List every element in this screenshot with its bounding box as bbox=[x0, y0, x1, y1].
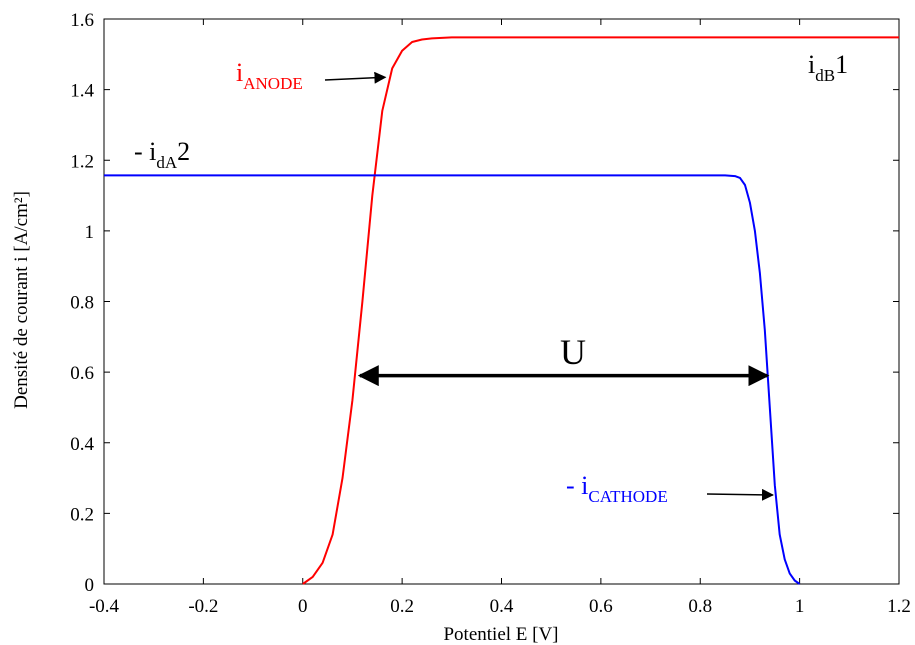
y-tick-label: 0.6 bbox=[70, 363, 94, 384]
y-tick-label: 0 bbox=[85, 575, 95, 596]
series-layer bbox=[104, 36, 899, 585]
x-tick-label: -0.2 bbox=[188, 596, 218, 617]
idb1-label: idB1 bbox=[808, 50, 848, 85]
x-tick-label: -0.4 bbox=[89, 596, 120, 617]
anode-curve bbox=[302, 36, 899, 585]
plot-frame bbox=[103, 18, 900, 585]
cathode-annotation: - iCATHODE bbox=[566, 471, 774, 506]
x-axis-title: Potentiel E [V] bbox=[443, 624, 558, 645]
x-tick-label: 0.8 bbox=[688, 596, 712, 617]
anode-annotation: iANODE bbox=[236, 58, 387, 93]
y-tick-label: 1.4 bbox=[70, 81, 94, 102]
cathode-label: - iCATHODE bbox=[566, 471, 668, 506]
y-ticks: 0 0.2 0.4 0.6 0.8 1 1.2 1.4 1.6 bbox=[70, 10, 899, 596]
x-tick-label: 1.2 bbox=[887, 596, 911, 617]
x-tick-label: 1 bbox=[795, 596, 805, 617]
anode-label: iANODE bbox=[236, 58, 303, 93]
y-tick-label: 0.4 bbox=[70, 434, 94, 455]
x-ticks: -0.4 -0.2 0 0.2 0.4 0.6 0.8 1 1.2 bbox=[89, 19, 911, 617]
y-tick-label: 1 bbox=[85, 222, 95, 243]
u-label: U bbox=[560, 332, 586, 372]
ida2-label: - idA2 bbox=[134, 137, 190, 172]
y-tick-label: 1.6 bbox=[70, 10, 94, 31]
u-annotation: U bbox=[357, 332, 770, 387]
x-tick-label: 0 bbox=[298, 596, 308, 617]
y-tick-label: 0.8 bbox=[70, 293, 94, 314]
anode-arrow bbox=[324, 71, 387, 84]
y-tick-label: 0.2 bbox=[70, 504, 94, 525]
x-tick-label: 0.2 bbox=[390, 596, 414, 617]
x-tick-label: 0.6 bbox=[589, 596, 613, 617]
cathode-curve bbox=[104, 174, 801, 585]
y-axis-title: Densité de courant i [A/cm²] bbox=[11, 191, 32, 409]
cathode-arrow bbox=[706, 488, 774, 501]
x-tick-label: 0.4 bbox=[490, 596, 514, 617]
y-tick-label: 1.2 bbox=[70, 151, 94, 172]
